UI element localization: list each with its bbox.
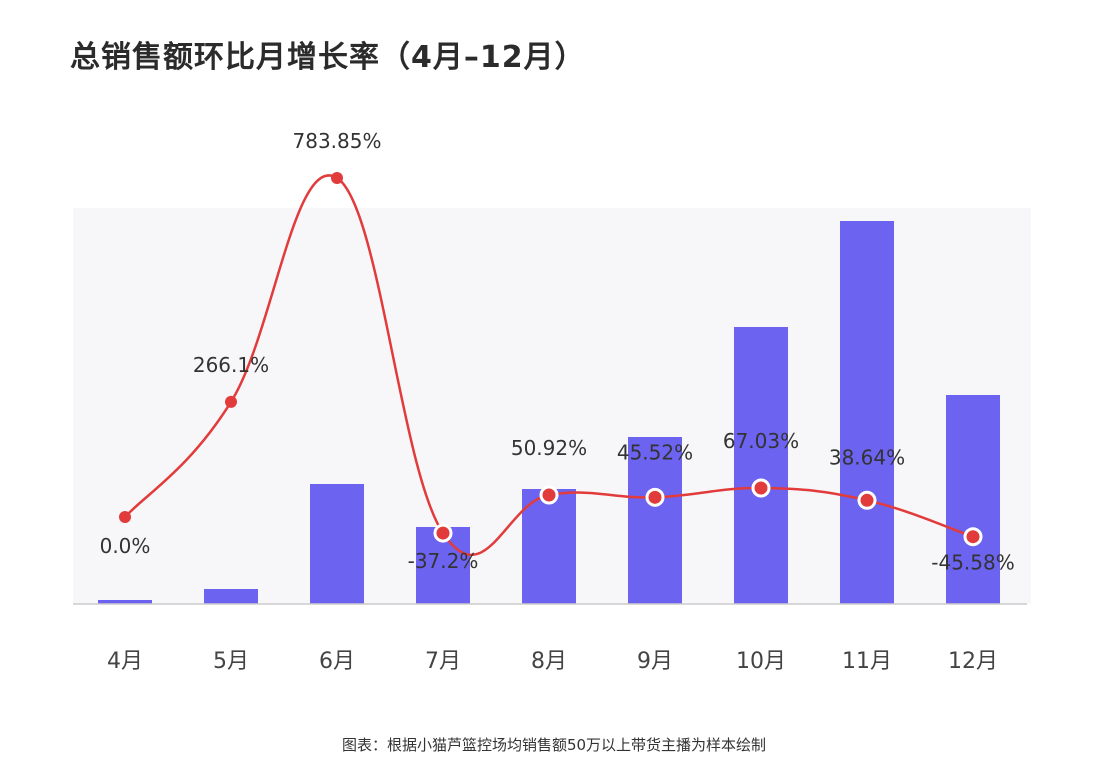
bar-4	[98, 600, 152, 604]
growth-point	[225, 395, 237, 408]
growth-point	[751, 478, 771, 498]
x-tick-labels: 4月 5月 6月 7月 8月 9月 10月 11月 12月	[107, 649, 998, 674]
x-tick-label: 12月	[948, 649, 998, 674]
growth-line	[124, 174, 974, 557]
growth-data-label: 0.0%	[100, 534, 151, 558]
bar-10	[734, 327, 788, 604]
bar-12	[946, 395, 1000, 604]
bar-11	[840, 221, 894, 604]
chart-title: 总销售额环比月增长率（4月–12月）	[70, 40, 586, 75]
bar-5	[204, 589, 258, 604]
bar-8	[522, 489, 576, 604]
growth-point	[433, 523, 453, 543]
bar-6	[310, 484, 364, 604]
growth-data-label: 45.52%	[617, 440, 693, 464]
growth-data-label: -37.2%	[408, 549, 479, 573]
growth-point	[331, 172, 343, 184]
growth-point	[645, 487, 665, 507]
growth-data-labels: 0.0% 266.1% 783.85% -37.2% 50.92% 45.52% 67.03…	[100, 129, 1015, 575]
growth-data-label: -45.58%	[931, 551, 1014, 575]
growth-point	[119, 511, 131, 523]
growth-point	[963, 527, 983, 547]
growth-data-label: 783.85%	[293, 129, 382, 153]
x-tick-label: 6月	[319, 649, 355, 674]
growth-point	[857, 490, 877, 510]
x-tick-label: 7月	[425, 649, 461, 674]
x-tick-label: 5月	[213, 649, 249, 674]
growth-line-series	[119, 172, 983, 557]
growth-data-label: 67.03%	[723, 429, 799, 453]
growth-data-label: 266.1%	[193, 353, 269, 377]
growth-data-label: 38.64%	[829, 445, 905, 469]
growth-point	[539, 485, 559, 505]
bar-series	[98, 221, 1000, 604]
bar-9	[628, 437, 682, 604]
x-tick-label: 9月	[637, 649, 673, 674]
x-tick-label: 10月	[736, 649, 786, 674]
x-tick-label: 4月	[107, 649, 143, 674]
chart-caption: 图表：根据小猫芦篮控场均销售额50万以上带货主播为样本绘制	[341, 736, 767, 754]
x-tick-label: 8月	[531, 649, 567, 674]
growth-data-label: 50.92%	[511, 436, 587, 460]
x-tick-label: 11月	[842, 649, 892, 674]
